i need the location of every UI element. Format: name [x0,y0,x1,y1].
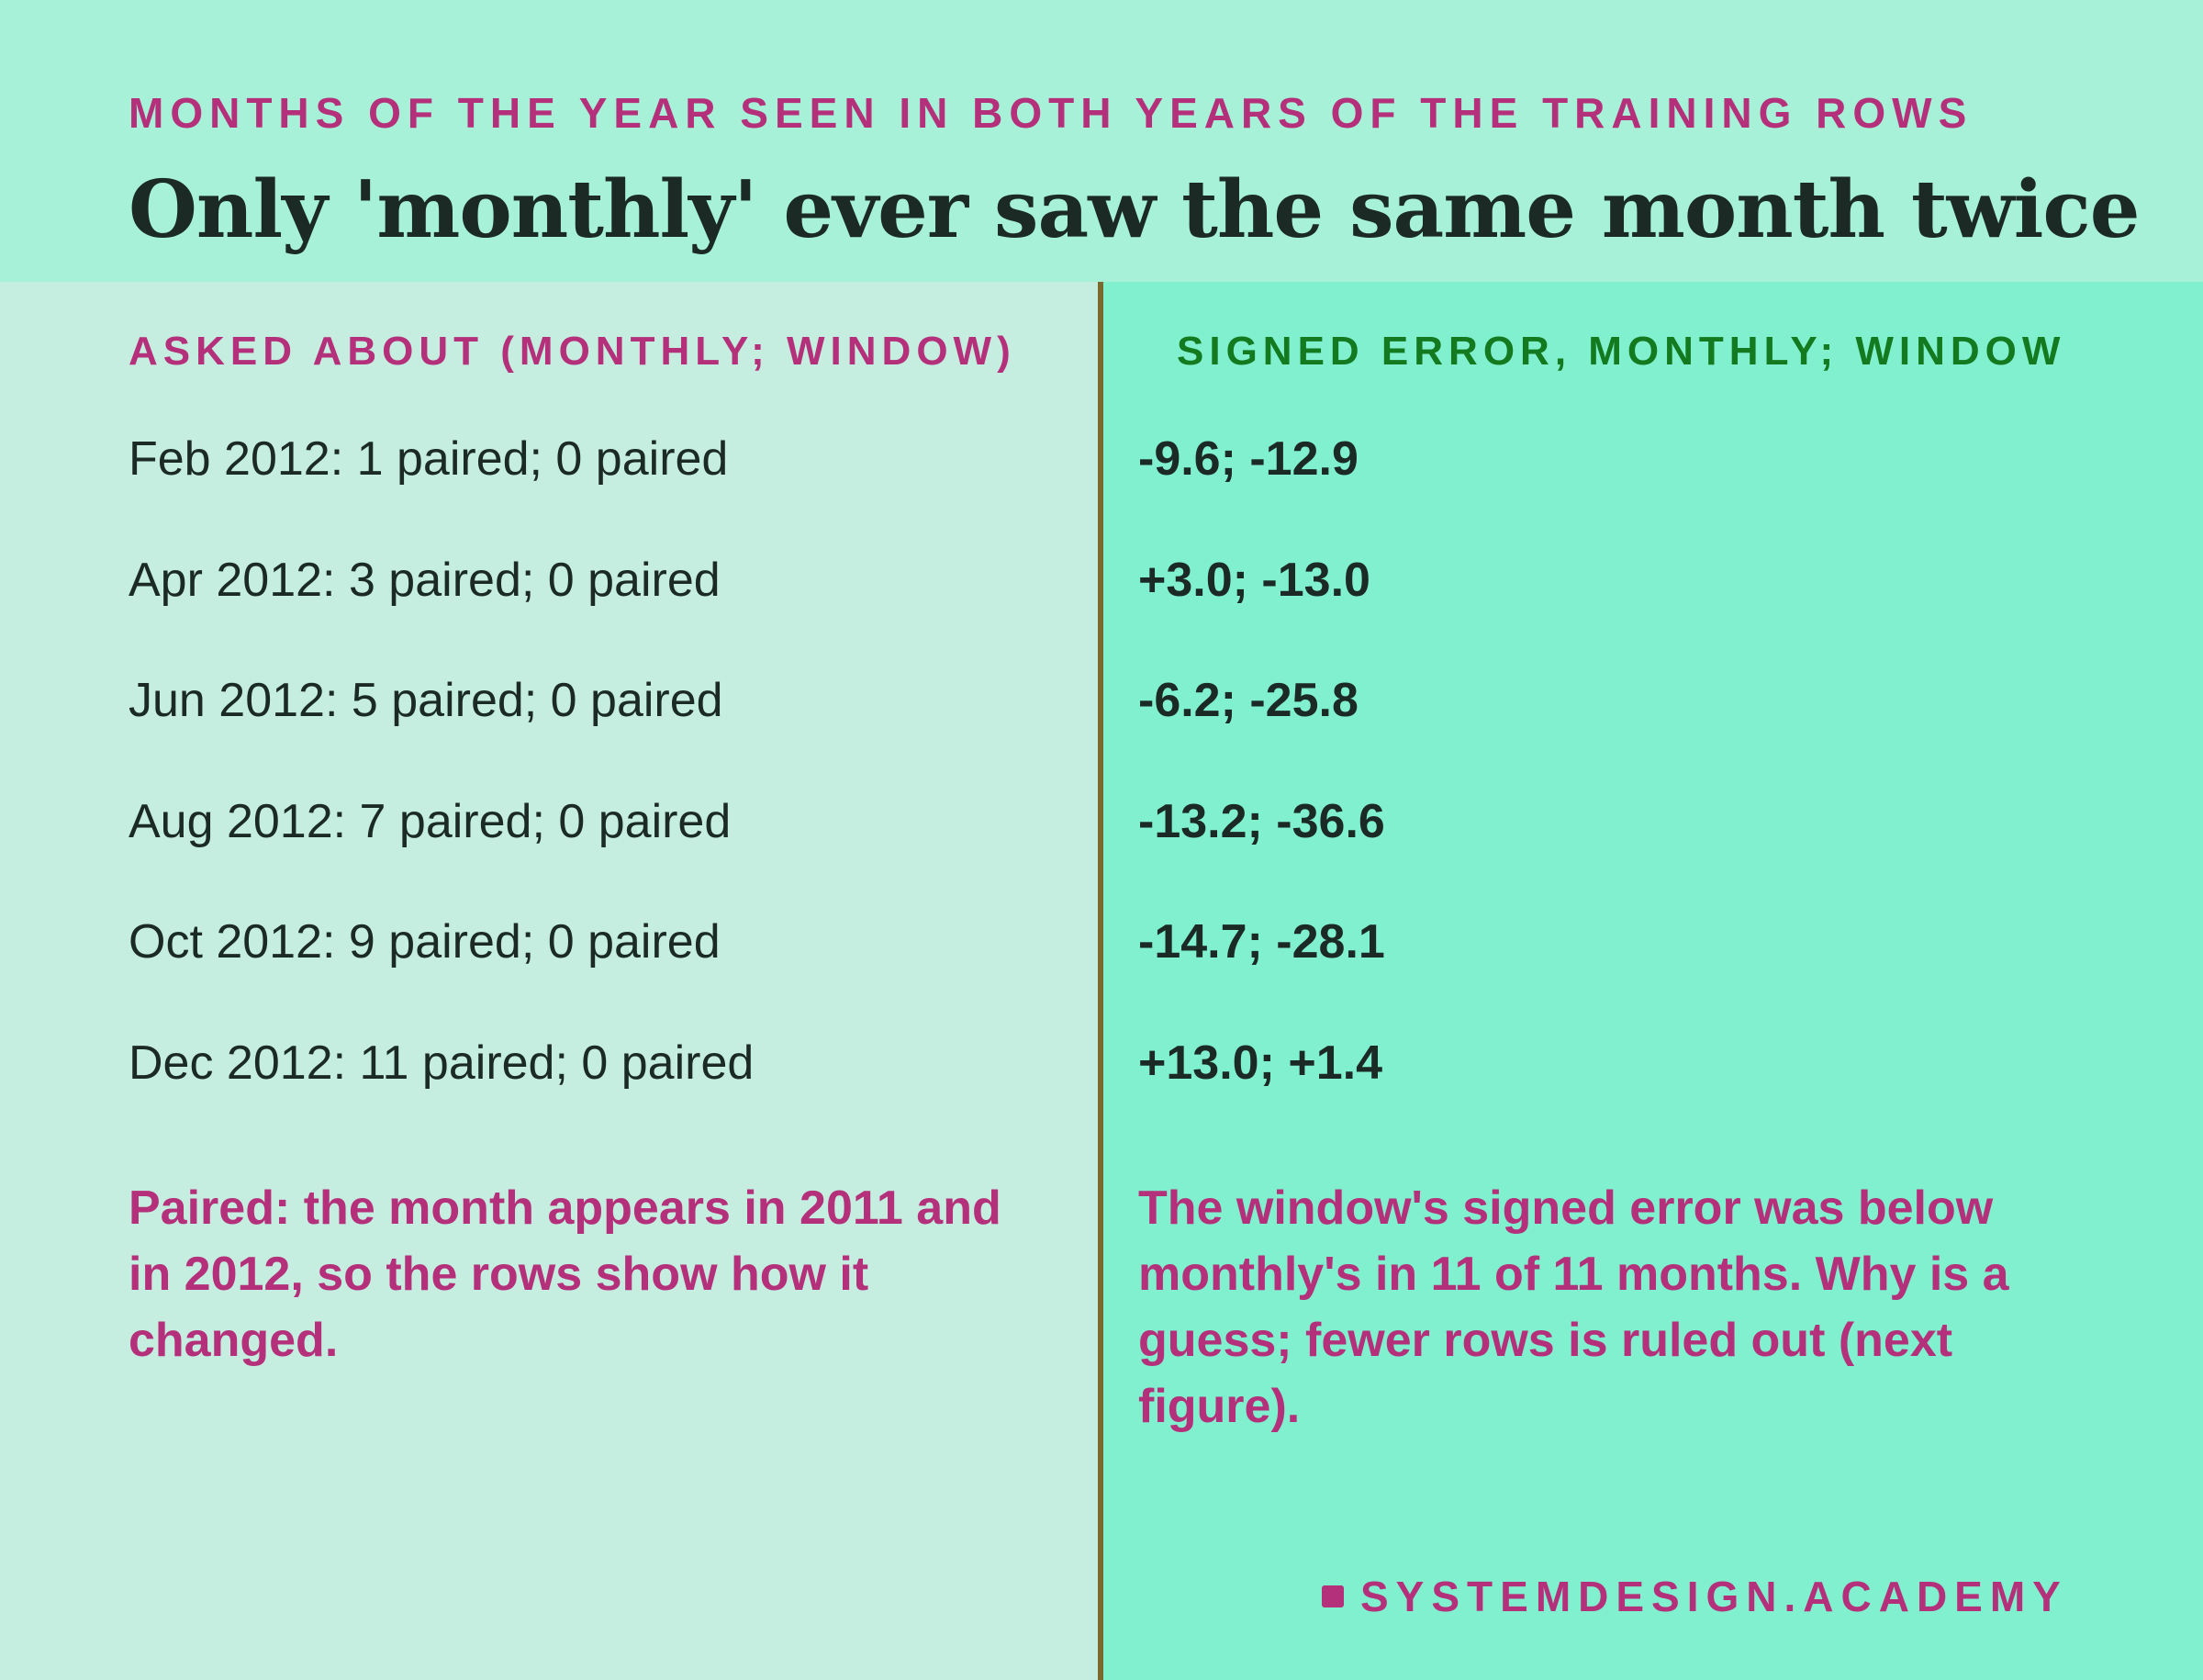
column-divider [1098,282,1103,1680]
list-item: -6.2; -25.8 [1138,674,1359,727]
right-panel [1103,282,2203,1680]
brand-name: SYSTEMDESIGN.ACADEMY [1360,1573,2068,1620]
list-item: -13.2; -36.6 [1138,794,1385,848]
list-item: Dec 2012: 11 paired; 0 paired [129,1036,755,1090]
list-item: -14.7; -28.1 [1138,915,1385,969]
header-band: MONTHS OF THE YEAR SEEN IN BOTH YEARS OF… [0,0,2203,282]
list-item: Aug 2012: 7 paired; 0 paired [129,794,732,848]
brand-footer: SYSTEMDESIGN.ACADEMY [1322,1572,2068,1621]
list-item: Feb 2012: 1 paired; 0 paired [129,432,729,486]
list-item: Apr 2012: 3 paired; 0 paired [129,553,721,607]
square-icon [1322,1585,1344,1607]
left-note: Paired: the month appears in 2011 and in… [129,1182,1001,1367]
list-item: -9.6; -12.9 [1138,432,1359,486]
kicker: MONTHS OF THE YEAR SEEN IN BOTH YEARS OF… [129,89,1974,137]
list-item: +3.0; -13.0 [1138,553,1370,607]
page-title: Only 'monthly' ever saw the same month t… [129,163,2140,256]
list-item: Oct 2012: 9 paired; 0 paired [129,915,721,969]
left-rows: Feb 2012: 1 paired; 0 paired Apr 2012: 3… [129,431,754,1156]
list-item: +13.0; +1.4 [1138,1036,1382,1090]
left-panel [0,282,1098,1680]
left-column-heading: ASKED ABOUT (MONTHLY; WINDOW) [129,329,1016,374]
right-note: The window's signed error was below mont… [1138,1182,2009,1433]
right-rows: -9.6; -12.9 +3.0; -13.0 -6.2; -25.8 -13.… [1138,431,1385,1156]
list-item: Jun 2012: 5 paired; 0 paired [129,674,723,727]
right-column-heading: SIGNED ERROR, MONTHLY; WINDOW [1177,329,2066,374]
